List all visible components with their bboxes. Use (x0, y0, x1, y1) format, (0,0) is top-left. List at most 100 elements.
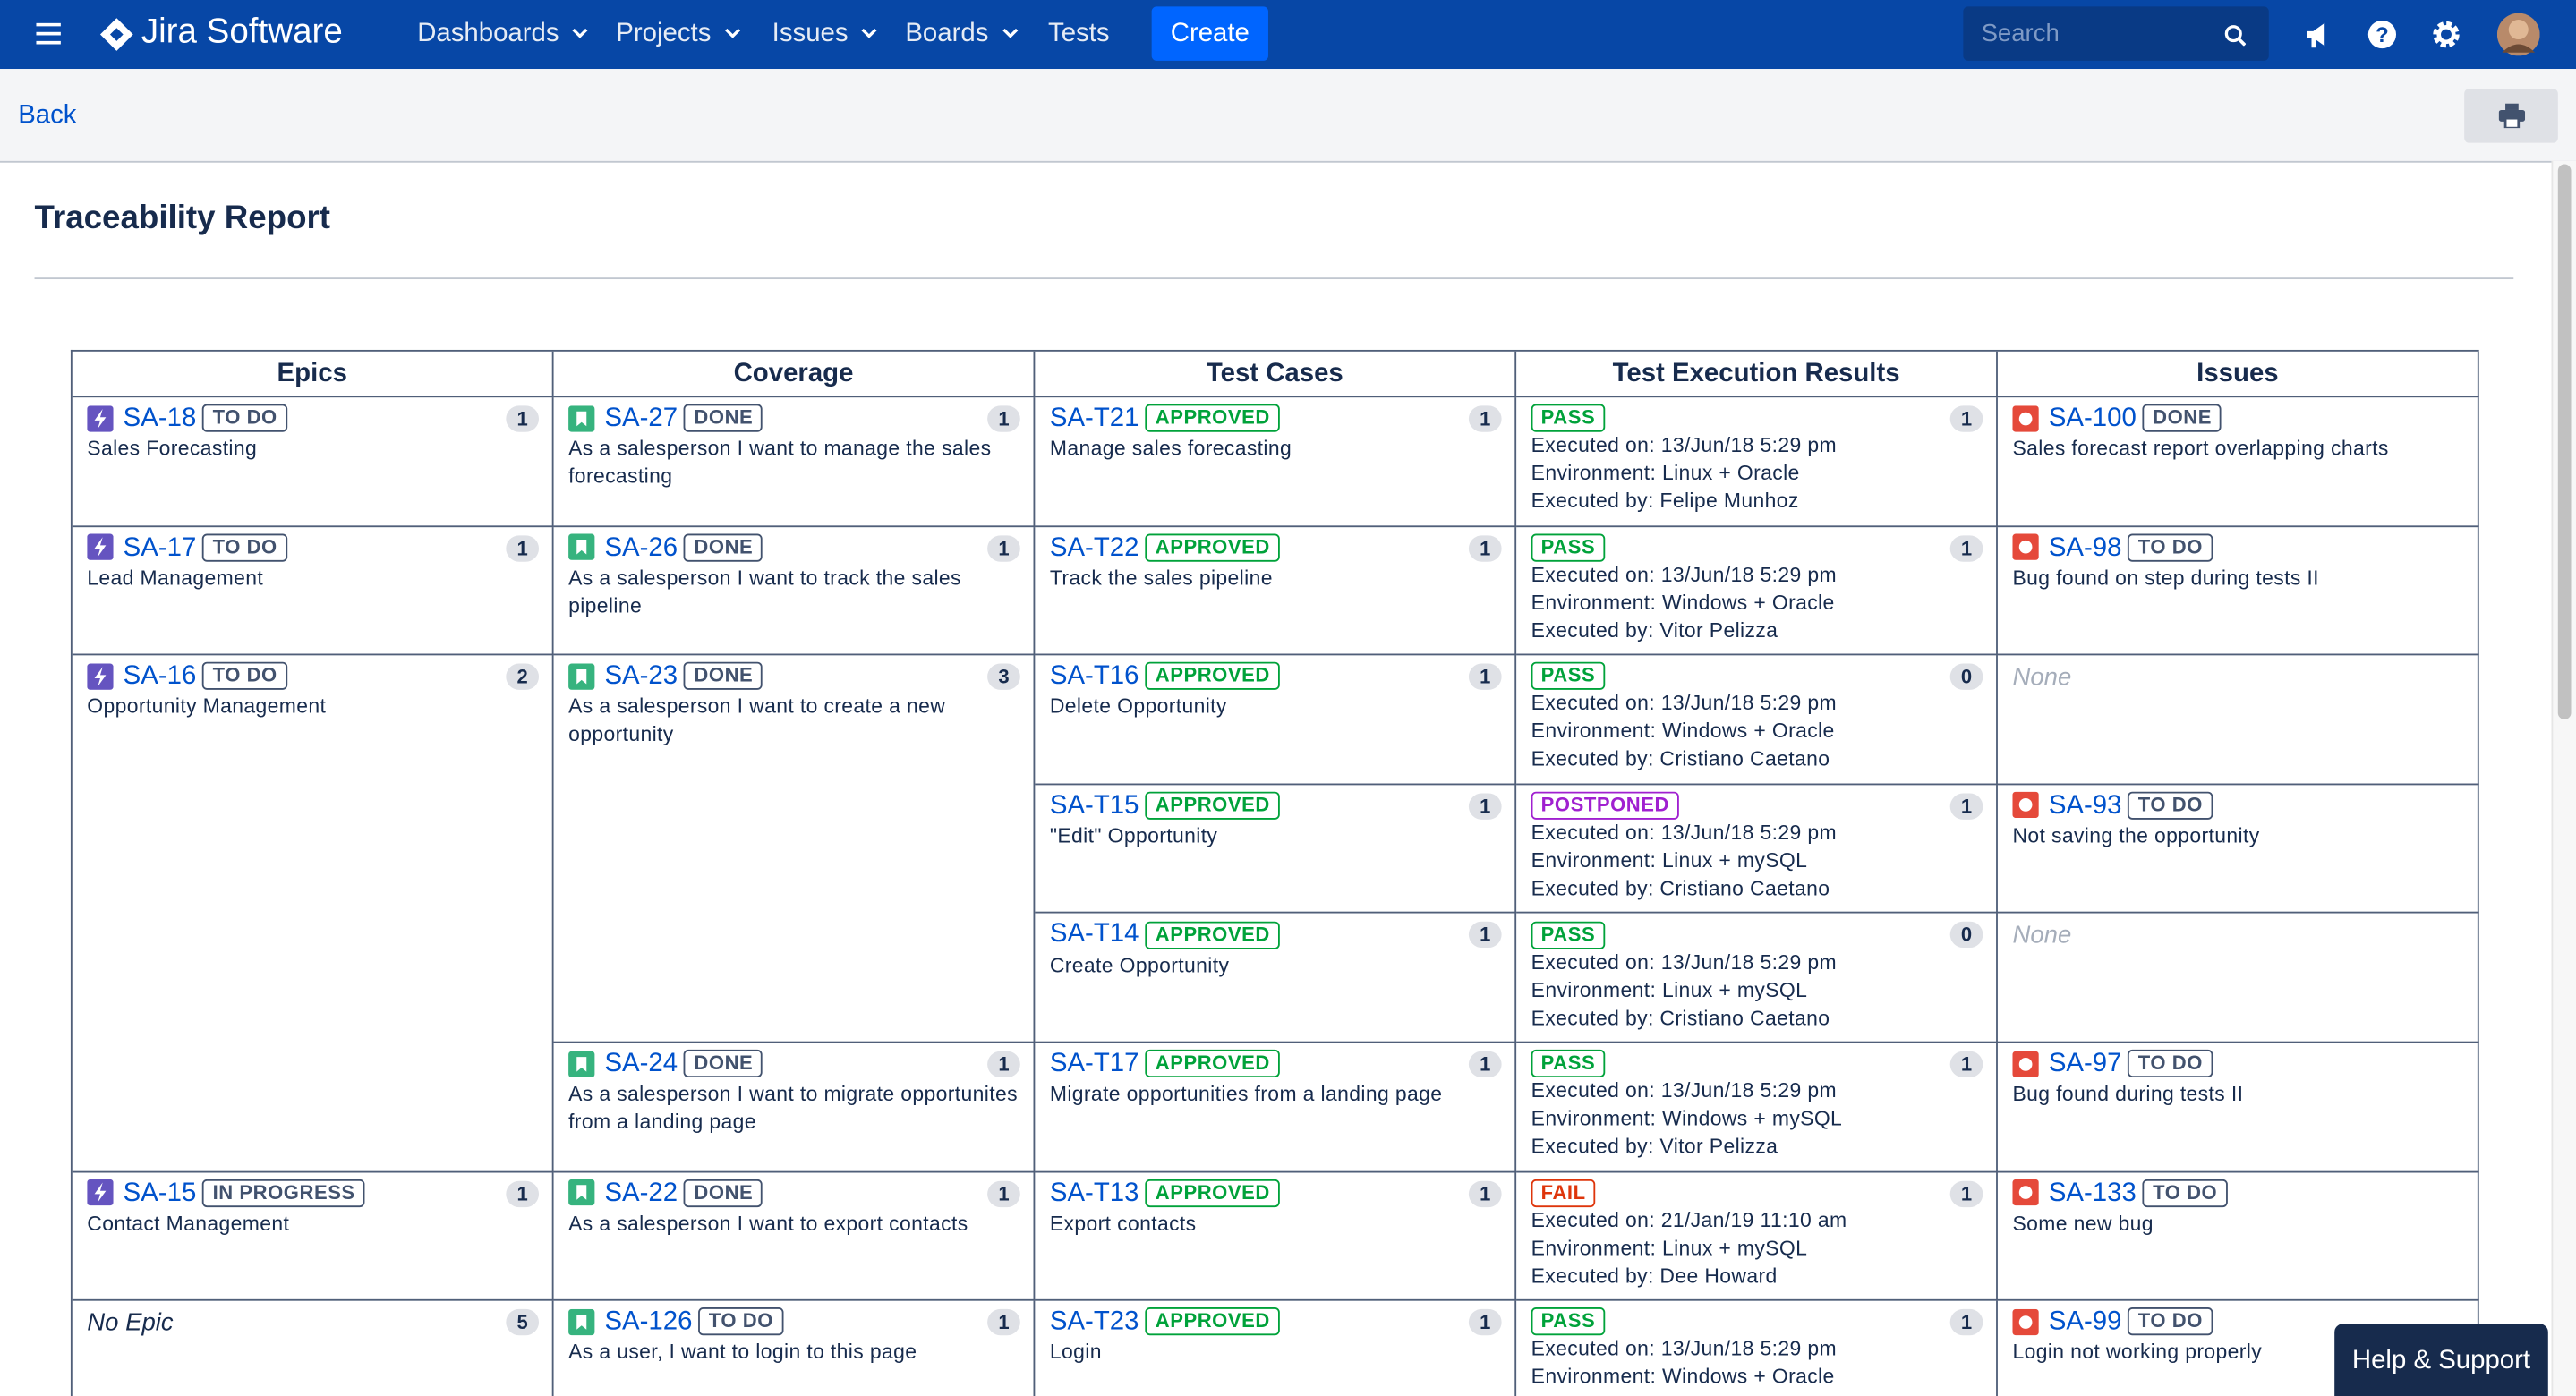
table-cell: SA-T13 APPROVED 1 Export contacts (1035, 1171, 1517, 1301)
execution-detail: Environment: Linux + Oracle (1531, 462, 1800, 485)
nav-item[interactable]: Issues (772, 20, 878, 49)
issue-key[interactable]: SA-97 (2048, 1050, 2122, 1078)
chevron (861, 29, 877, 39)
nav-item[interactable]: Tests (1048, 20, 1110, 49)
brand[interactable]: Jira Software (141, 13, 343, 51)
issue-key[interactable]: SA-24 (604, 1050, 678, 1078)
execution-detail: Executed on: 13/Jun/18 5:29 pm (1531, 433, 1838, 457)
none-label: None (2012, 922, 2072, 950)
count-pill: 1 (1468, 1051, 1502, 1078)
status-badge: IN PROGRESS (202, 1179, 365, 1207)
create-button[interactable]: Create (1151, 6, 1268, 61)
cell-heading: SA-18 TO DO (87, 404, 539, 433)
issue-key[interactable]: SA-93 (2048, 791, 2122, 820)
table-cell: SA-T14 APPROVED 1 Create Opportunity (1035, 914, 1517, 1043)
story-icon (568, 1179, 595, 1206)
issue-key[interactable]: SA-133 (2048, 1179, 2137, 1207)
issue-key[interactable]: SA-126 (604, 1307, 693, 1336)
issue-key[interactable]: SA-T15 (1049, 791, 1139, 820)
status-badge: DONE (684, 1179, 763, 1207)
settings-icon[interactable] (2431, 20, 2461, 49)
table-cell: SA-27 DONE 1 As a salesperson I want to man… (553, 397, 1036, 527)
toolbar: Back (0, 69, 2576, 163)
count-pill: 0 (1949, 922, 1983, 949)
svg-text:?: ? (2376, 23, 2389, 47)
table-cell: SA-T23 APPROVED 1 Login (1035, 1300, 1517, 1396)
issue-key[interactable]: SA-T21 (1049, 404, 1139, 433)
divider (34, 277, 2514, 280)
table-cell: SA-18 TO DO 1 Sales Forecasting (72, 397, 554, 527)
none-label: None (2012, 663, 2072, 693)
table-cell: None (1997, 655, 2479, 785)
nav-item[interactable]: Boards (905, 20, 1018, 49)
cell-heading: SA-24 DONE (568, 1050, 1020, 1078)
issue-key[interactable]: SA-98 (2048, 533, 2122, 562)
status-badge: TO DO (2128, 533, 2213, 562)
cell-heading: PASS (1531, 1050, 1983, 1078)
status-badge: TO DO (698, 1307, 783, 1336)
table-cell: FAIL 1 Executed on: 21/Jan/19 11:10 am Envi… (1516, 1171, 1998, 1301)
execution-detail: Executed on: 13/Jun/18 5:29 pm (1531, 563, 1838, 586)
execution-detail: Executed on: 13/Jun/18 5:29 pm (1531, 1079, 1838, 1102)
issue-key[interactable]: SA-T16 (1049, 662, 1139, 691)
issue-key[interactable]: SA-T14 (1049, 920, 1139, 949)
cell-heading: SA-T17 APPROVED (1050, 1050, 1502, 1078)
search-box[interactable]: Search (1963, 6, 2269, 61)
table-cell: SA-98 TO DO Bug found on step during tests… (1997, 526, 2479, 656)
status-badge: TO DO (2128, 791, 2213, 820)
logo[interactable] (98, 16, 134, 52)
cell-heading: SA-97 TO DO (2012, 1050, 2464, 1078)
nav-item[interactable]: Dashboards (417, 20, 588, 49)
issue-key[interactable]: SA-16 (123, 662, 197, 691)
notifications-icon[interactable] (2303, 20, 2333, 49)
issue-key[interactable]: SA-22 (604, 1179, 678, 1207)
cell-heading: SA-T14 APPROVED (1049, 920, 1502, 949)
count-pill: 1 (506, 534, 540, 561)
issue-key[interactable]: SA-T17 (1049, 1050, 1139, 1078)
issue-key[interactable]: SA-99 (2048, 1307, 2122, 1336)
cell-heading: SA-93 TO DO (2012, 791, 2464, 820)
cell-heading: SA-27 DONE (568, 404, 1020, 433)
status-badge: TO DO (202, 533, 287, 562)
avatar[interactable] (2496, 13, 2540, 56)
issue-key[interactable]: SA-100 (2048, 404, 2137, 433)
chevron (724, 29, 740, 39)
cell-heading: SA-23 DONE (568, 662, 1020, 691)
execution-detail: Executed on: 13/Jun/18 5:29 pm (1531, 949, 1838, 974)
story-icon (568, 534, 595, 561)
issue-key[interactable]: SA-18 (123, 404, 197, 433)
menu-icon[interactable] (36, 22, 61, 45)
count-pill: 1 (1468, 534, 1502, 561)
bug-icon (2012, 1051, 2039, 1077)
summary: "Edit" Opportunity (1049, 824, 1218, 848)
status-badge: APPROVED (1145, 920, 1280, 949)
scrollbar[interactable] (2551, 160, 2576, 1396)
help-support-button[interactable]: Help & Support (2334, 1324, 2548, 1396)
chevron (572, 29, 588, 39)
help-icon[interactable]: ? (2367, 20, 2397, 49)
back-link[interactable]: Back (18, 101, 77, 131)
count-pill: 1 (1468, 405, 1502, 432)
issue-key[interactable]: SA-15 (123, 1179, 197, 1207)
status-badge: DONE (684, 1050, 763, 1078)
table-cell: PASS 1 Executed on: 13/Jun/18 5:29 pm Envir… (1516, 397, 1998, 527)
count-pill: 2 (506, 663, 540, 691)
table-cell: SA-T21 APPROVED 1 Manage sales forecasting (1035, 397, 1517, 527)
nav-item[interactable]: Projects (616, 20, 740, 49)
status-badge: DONE (2143, 404, 2222, 433)
summary: Create Opportunity (1049, 953, 1230, 977)
issue-key[interactable]: SA-27 (604, 404, 678, 433)
scroll-thumb[interactable] (2557, 164, 2572, 719)
cell-heading: No Epic (87, 1307, 539, 1341)
issue-key[interactable]: SA-T13 (1049, 1179, 1139, 1207)
issue-key[interactable]: SA-17 (123, 533, 197, 562)
status-badge: APPROVED (1145, 533, 1280, 562)
issue-key[interactable]: SA-T23 (1049, 1307, 1139, 1336)
execution-detail: Environment: Linux + mySQL (1531, 848, 1808, 872)
issue-key[interactable]: SA-23 (604, 662, 678, 691)
issue-key[interactable]: SA-T22 (1049, 533, 1139, 562)
cell-heading: SA-T22 APPROVED (1050, 533, 1502, 562)
count-pill: 1 (1949, 534, 1983, 561)
print-button[interactable] (2464, 89, 2558, 143)
issue-key[interactable]: SA-26 (604, 533, 678, 562)
